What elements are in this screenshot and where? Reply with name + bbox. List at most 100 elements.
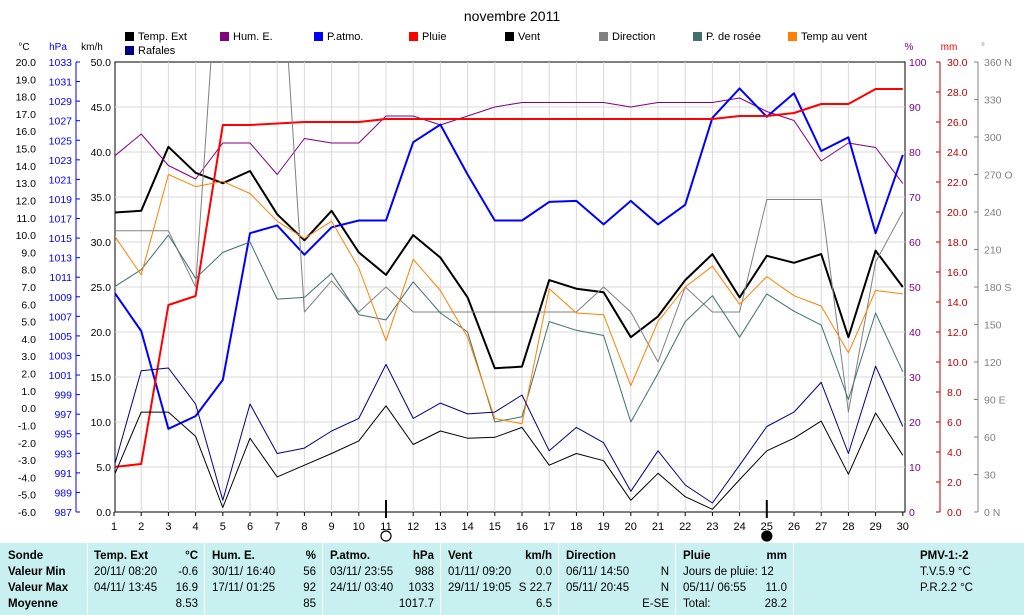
x-tick-label: 18	[570, 521, 582, 533]
row-label-min: Valeur Min	[8, 566, 66, 578]
chart-markers	[380, 500, 773, 542]
legend-swatch	[788, 32, 797, 41]
temp-axis-tick-label: 0.0	[21, 403, 36, 415]
direction-title: Direction	[566, 550, 616, 562]
hpa-axis-tick-label: 1003	[49, 350, 73, 362]
unit-mm: mm	[941, 42, 958, 53]
chart-series	[115, 62, 904, 510]
direction-min-date: 06/11/ 14:50	[566, 566, 630, 578]
hpa-axis-tick-label: 1001	[49, 370, 73, 382]
kmh-axis-tick-label: 5.0	[96, 462, 111, 474]
temp-axis-tick-label: 18.0	[16, 92, 37, 104]
legend-swatch	[125, 32, 134, 41]
x-tick-label: 26	[788, 521, 800, 533]
pmv-pr: P.R.2.2 °C	[920, 582, 973, 594]
series-p-de-ros-e	[115, 234, 904, 423]
deg-axis-tick-label: 330	[984, 95, 1002, 107]
hum-mean: 85	[303, 598, 316, 610]
kmh-axis-tick-label: 45.0	[91, 102, 112, 114]
direction-mean: E-SE	[642, 598, 669, 610]
series-temp-ext	[115, 145, 904, 370]
x-tick-label: 19	[597, 521, 609, 533]
summary-table: Sonde Valeur Min Valeur Max Moyenne Temp…	[0, 543, 1024, 615]
hpa-axis-tick-label: 1007	[49, 311, 73, 323]
temp-axis-tick-label: 4.0	[21, 334, 36, 346]
summary-pluie: Pluie mm Jours de pluie: 12 05/11/ 06:55…	[676, 543, 794, 615]
unit-pct: %	[905, 42, 914, 53]
x-tick-label: 29	[869, 521, 881, 533]
hum-min: 56	[303, 566, 316, 578]
pct-axis-tick-label: 40	[909, 327, 921, 339]
legend-label: P. de rosée	[706, 31, 761, 43]
temp-axis-tick-label: -3.0	[18, 455, 36, 467]
temp-max: 16.9	[175, 582, 198, 594]
temp-unit: °C	[185, 550, 198, 562]
kmh-axis-tick-label: 50.0	[91, 57, 112, 69]
unit-hpa: hPa	[49, 42, 67, 53]
mm-axis-tick-label: 0.0	[947, 507, 962, 519]
mm-axis-tick-label: 24.0	[947, 147, 968, 159]
pct-axis-tick-label: 50	[909, 282, 921, 294]
x-tick-label: 21	[652, 521, 664, 533]
legend-swatch	[125, 46, 134, 55]
summary-temp: Temp. Ext °C 20/11/ 08:20 -0.6 04/11/ 13…	[88, 543, 205, 615]
unit-kmh: km/h	[81, 42, 103, 53]
unit-temp: °C	[18, 42, 29, 53]
vent-max-date: 29/11/ 19:05	[448, 582, 512, 594]
deg-axis-tick-label: 150	[984, 320, 1002, 332]
patmo-title: P.atmo.	[330, 550, 371, 562]
x-tick-label: 22	[679, 521, 691, 533]
legend-label: P.atmo.	[327, 31, 364, 43]
hpa-axis-tick-label: 1025	[49, 135, 73, 147]
pluie-total-label: Total:	[683, 598, 711, 610]
mm-axis-tick-label: 2.0	[947, 477, 962, 489]
temp-axis-tick-label: 16.0	[16, 126, 37, 138]
summary-vent: Vent km/h 01/11/ 09:20 0.0 29/11/ 19:05 …	[441, 543, 559, 615]
hpa-axis-tick-label: 989	[54, 487, 72, 499]
kmh-axis-tick-label: 25.0	[91, 282, 112, 294]
legend-label: Rafales	[138, 45, 176, 57]
legend-swatch	[505, 32, 514, 41]
vent-unit: km/h	[525, 550, 552, 562]
summary-direction: Direction 06/11/ 14:50 N 05/11/ 20:45 N …	[559, 543, 676, 615]
temp-axis-tick-label: 6.0	[21, 299, 36, 311]
hpa-axis-tick-label: 1027	[49, 116, 73, 128]
chart-title: novembre 2011	[464, 8, 560, 24]
temp-axis-tick-label: -2.0	[18, 438, 36, 450]
mm-axis-tick-label: 4.0	[947, 447, 962, 459]
pct-axis-tick-label: 90	[909, 102, 921, 114]
mm-axis-tick-label: 6.0	[947, 417, 962, 429]
kmh-axis-tick-label: 40.0	[91, 147, 112, 159]
pluie-max-date: 05/11/ 06:55	[683, 582, 747, 594]
temp-axis-tick-label: 17.0	[16, 109, 37, 121]
x-tick-label: 20	[625, 521, 637, 533]
x-tick-label: 30	[897, 521, 909, 533]
mm-axis-tick-label: 26.0	[947, 117, 968, 129]
hpa-axis-tick-label: 1009	[49, 292, 73, 304]
series-rafales	[115, 363, 904, 504]
direction-max-date: 05/11/ 20:45	[566, 582, 630, 594]
pmv-tv: T.V.5.9 °C	[920, 566, 971, 578]
series-direction	[115, 62, 904, 413]
vent-title: Vent	[448, 550, 473, 562]
temp-mean: 8.53	[175, 598, 198, 610]
series-pluie	[115, 88, 903, 468]
hpa-axis-tick-label: 1019	[49, 194, 73, 206]
mm-axis-tick-label: 8.0	[947, 387, 962, 399]
x-tick-label: 15	[489, 521, 501, 533]
legend-label: Temp au vent	[801, 31, 867, 43]
legend-label: Temp. Ext	[138, 31, 187, 43]
x-tick-label: 10	[353, 521, 365, 533]
row-label-sonde: Sonde	[8, 550, 44, 562]
patmo-min: 988	[414, 566, 434, 578]
hum-max: 92	[303, 582, 316, 594]
hpa-axis-tick-label: 997	[54, 409, 72, 421]
hpa-axis-tick-label: 1017	[49, 214, 73, 226]
kmh-axis-tick-label: 35.0	[91, 192, 112, 204]
hpa-axis-tick-label: 987	[54, 507, 72, 519]
patmo-max-date: 24/11/ 03:40	[330, 582, 394, 594]
vent-min: 0.0	[536, 566, 552, 578]
deg-axis-tick-label: 0 N	[984, 507, 1000, 519]
temp-axis-tick-label: 10.0	[16, 230, 37, 242]
deg-axis-tick-label: 270 O	[984, 170, 1013, 182]
